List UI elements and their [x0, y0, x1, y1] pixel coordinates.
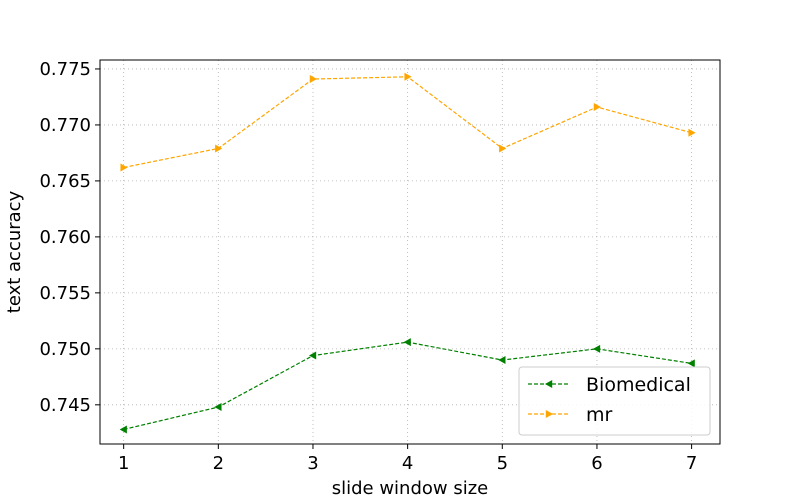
- y-axis-label: text accuracy: [4, 190, 25, 313]
- plot-frame: [99, 59, 721, 445]
- x-tick-label: 3: [307, 453, 318, 474]
- legend-label: Biomedical: [586, 374, 691, 396]
- data-point: [309, 75, 317, 84]
- data-point: [403, 338, 411, 347]
- series-line: [123, 76, 692, 169]
- grid: [100, 60, 720, 444]
- data-point: [308, 351, 317, 360]
- data-point: [215, 144, 223, 153]
- data-point: [214, 403, 222, 412]
- y-tick-label: 0.760: [39, 227, 91, 248]
- x-tick-label: 5: [497, 453, 508, 474]
- y-tick-label: 0.770: [39, 115, 91, 136]
- legend-label: mr: [586, 404, 613, 426]
- data-point: [119, 425, 127, 434]
- data-point: [592, 344, 601, 353]
- data-point: [499, 144, 507, 153]
- legend-swatch-marker: [545, 380, 553, 388]
- x-tick-label: 1: [118, 453, 129, 474]
- legend-items: Biomedical mr: [528, 374, 691, 426]
- x-axis-label: slide window size: [332, 478, 489, 499]
- data-point: [498, 356, 506, 365]
- y-tick-label: 0.765: [39, 171, 91, 192]
- y-tick-label: 0.745: [39, 395, 91, 416]
- y-tick-label: 0.775: [39, 59, 91, 80]
- series-mr: [120, 72, 696, 172]
- x-tick-label: 7: [686, 453, 697, 474]
- y-tick-label: 0.750: [39, 339, 91, 360]
- axis-ticks: 1 2 3 4 5 6 7 0.745 0.750 0.755 0.760 0.765 0.770 0.7…: [39, 59, 697, 474]
- data-point: [404, 72, 412, 81]
- series-biomedical: [119, 338, 695, 434]
- data-point: [120, 163, 128, 172]
- data-point: [688, 128, 696, 137]
- series-layer: [119, 72, 696, 434]
- legend: Biomedical mr: [518, 366, 711, 436]
- x-tick-label: 4: [402, 453, 413, 474]
- x-tick-label: 6: [591, 453, 602, 474]
- y-tick-label: 0.755: [39, 283, 91, 304]
- legend-swatch-marker: [545, 410, 553, 418]
- data-point: [593, 103, 601, 112]
- data-point: [687, 359, 695, 368]
- x-tick-label: 2: [213, 453, 224, 474]
